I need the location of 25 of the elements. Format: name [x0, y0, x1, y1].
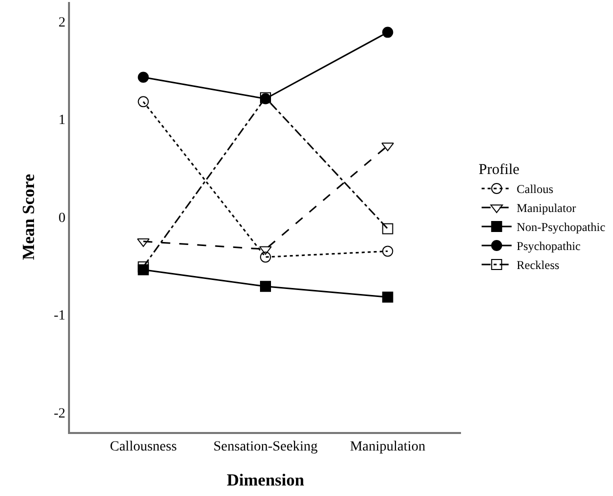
y-tick-label: 1 [58, 113, 66, 128]
point [138, 96, 149, 108]
point [382, 223, 394, 234]
point [382, 26, 394, 38]
y-tick-label: 2 [58, 15, 66, 30]
point [138, 261, 149, 272]
y-tick-label: -1 [54, 308, 66, 324]
point [260, 252, 271, 263]
x-tick-label: Callousness [110, 440, 177, 455]
legend-label: Psychopathic [516, 239, 581, 254]
y-tick-label: -2 [54, 406, 66, 422]
point [382, 246, 394, 257]
y-tick-label: 0 [58, 210, 66, 226]
y-axis-title: Mean Score [18, 174, 38, 260]
legend-label: Reckless [516, 258, 560, 272]
point [138, 72, 149, 83]
legend-label: Callous [516, 182, 554, 196]
point [260, 280, 271, 292]
x-tick-label: Sensation-Seeking [213, 440, 318, 455]
x-axis-title: Dimension [226, 470, 305, 490]
point [382, 292, 394, 303]
legend-title: Profile [478, 162, 520, 178]
legend-label: Manipulator [516, 201, 576, 216]
legend-label: Non-Psychopathic [516, 220, 606, 234]
x-tick-label: Manipulation [350, 440, 426, 455]
